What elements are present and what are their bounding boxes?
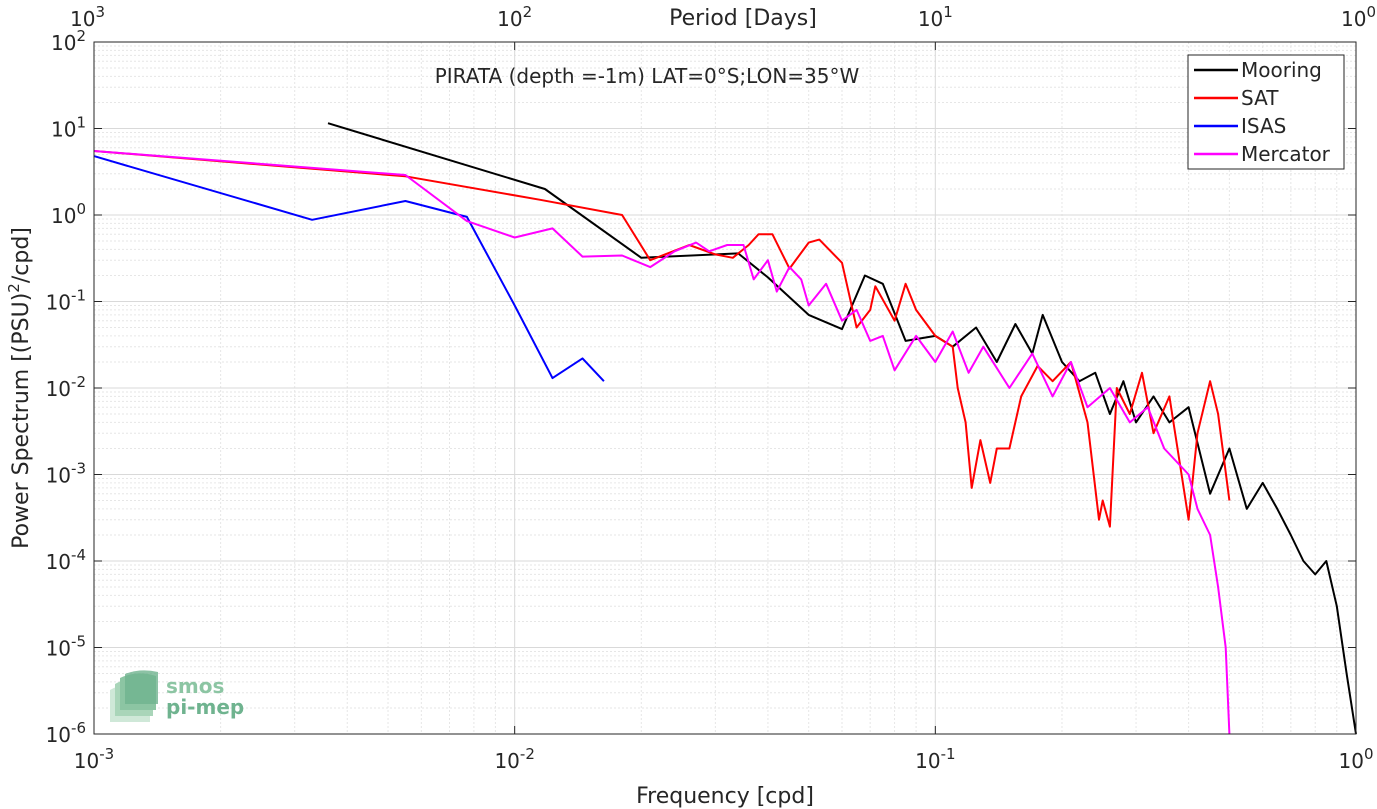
logo-mark-icon <box>110 670 158 722</box>
y-tick-label: 10-3 <box>46 460 86 488</box>
series-line-mooring <box>327 122 1357 735</box>
series-layer <box>93 122 1357 735</box>
smos-pi-mep-logo: smos pi-mep <box>110 670 244 722</box>
x-tick-label: 10-2 <box>494 745 534 773</box>
legend: Mooring SAT ISAS Mercator <box>1187 54 1345 170</box>
y-tick-label: 101 <box>51 114 86 142</box>
y-tick-label: 102 <box>51 27 86 55</box>
legend-box <box>1187 54 1345 170</box>
logo-text-pimep: pi-mep <box>166 695 244 719</box>
x-axis-label: Frequency [cpd] <box>636 784 814 809</box>
top-tick-label: 102 <box>497 3 532 31</box>
x-tick-label: 10-1 <box>915 745 955 773</box>
top-axis-label: Period [Days] <box>669 6 817 31</box>
y-tick-label: 10-1 <box>46 287 86 315</box>
tick-labels: 10-3 10-2 10-1 100 102 101 100 10-1 10-2 10-3 10-4… <box>46 3 1376 773</box>
top-tick-label: 100 <box>1341 3 1376 31</box>
y-tick-label: 10-4 <box>46 546 86 574</box>
legend-label-isas: ISAS <box>1241 114 1286 138</box>
y-tick-label: 10-2 <box>46 373 86 401</box>
top-tick-label: 101 <box>918 3 953 31</box>
legend-items: Mooring SAT ISAS Mercator <box>1194 58 1331 166</box>
series-line-sat <box>93 150 1231 528</box>
y-tick-label: 10-5 <box>46 633 86 661</box>
legend-label-sat: SAT <box>1241 86 1279 110</box>
x-tick-label: 100 <box>1339 745 1374 773</box>
top-tick-label: 103 <box>70 3 105 31</box>
legend-label-mercator: Mercator <box>1241 142 1331 166</box>
x-tick-label: 10-3 <box>74 745 114 773</box>
series-line-isas <box>93 155 605 382</box>
series-line-mercator <box>93 150 1231 735</box>
y-tick-label: 100 <box>51 200 86 228</box>
chart-title: PIRATA (depth =-1m) LAT=0°S;LON=35°W <box>435 64 860 88</box>
ticks <box>93 41 1357 735</box>
legend-label-mooring: Mooring <box>1241 58 1322 82</box>
y-axis-label: Power Spectrum [(PSU)2/cpd] <box>5 227 34 549</box>
y-tick-label: 10-6 <box>46 719 86 747</box>
logo-text-smos: smos <box>166 674 224 698</box>
